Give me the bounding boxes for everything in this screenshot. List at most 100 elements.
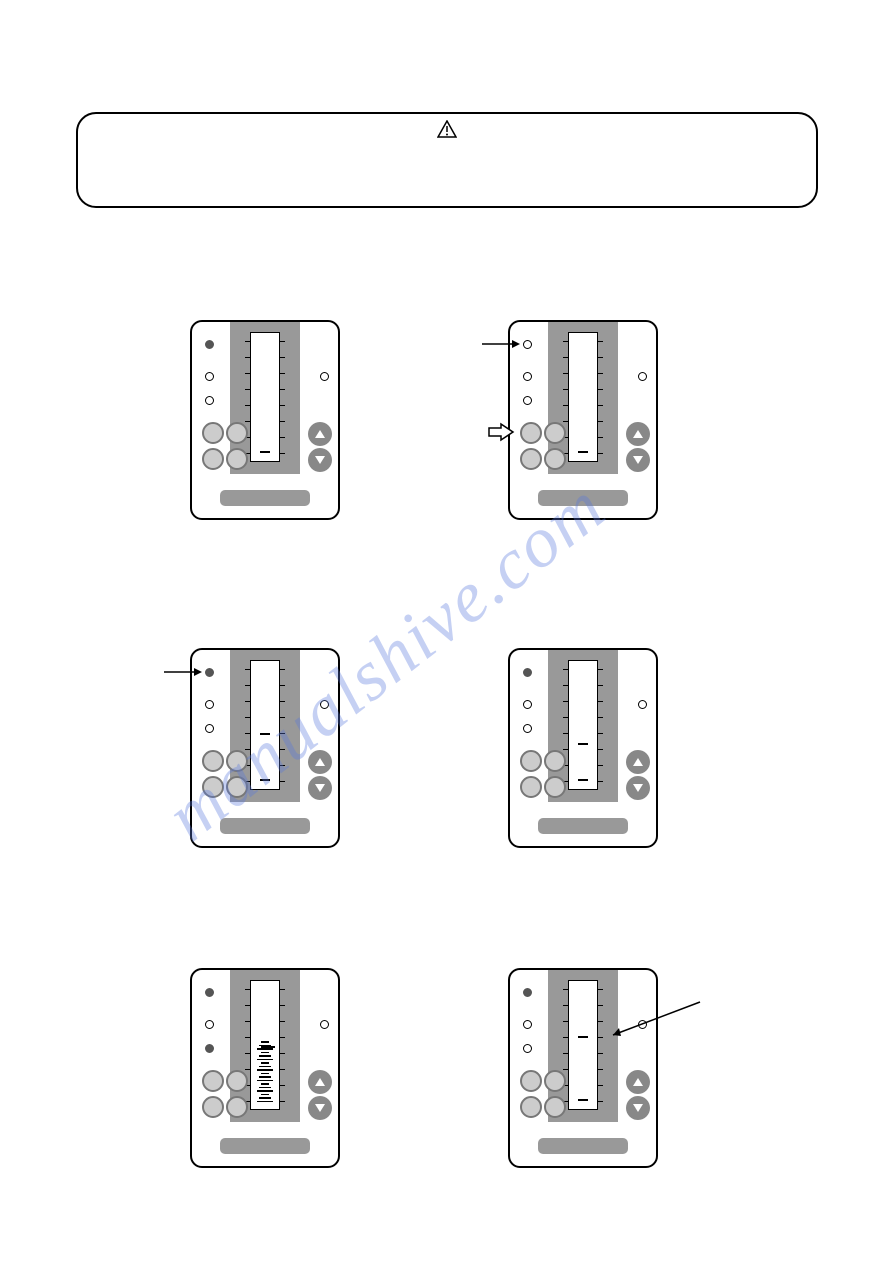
round-button[interactable] — [544, 1070, 566, 1092]
scale-tick — [280, 373, 285, 374]
round-button[interactable] — [226, 448, 248, 470]
level-indicator — [259, 1097, 271, 1099]
level-indicator — [257, 1069, 273, 1071]
scale-tick — [280, 749, 285, 750]
chevron-up-icon — [633, 1078, 643, 1086]
label-plate — [538, 490, 628, 506]
up-button[interactable] — [626, 750, 650, 774]
status-led — [320, 1020, 329, 1029]
round-button[interactable] — [202, 1096, 224, 1118]
status-led — [205, 724, 214, 733]
down-button[interactable] — [626, 776, 650, 800]
up-button[interactable] — [308, 422, 332, 446]
chevron-down-icon — [315, 1104, 325, 1112]
round-button[interactable] — [226, 776, 248, 798]
scale-tick — [563, 373, 568, 374]
round-button[interactable] — [202, 1070, 224, 1092]
level-indicator — [578, 1036, 588, 1038]
display-scale — [250, 660, 280, 790]
label-plate — [220, 490, 310, 506]
scale-tick — [280, 453, 285, 454]
up-button[interactable] — [626, 1070, 650, 1094]
chevron-up-icon — [315, 1078, 325, 1086]
status-led — [523, 340, 532, 349]
chevron-up-icon — [633, 758, 643, 766]
scale-tick — [245, 1037, 250, 1038]
level-indicator — [261, 1046, 275, 1048]
down-button[interactable] — [308, 776, 332, 800]
scale-tick — [598, 1021, 603, 1022]
label-plate — [538, 818, 628, 834]
control-panel-device — [190, 968, 340, 1168]
round-button[interactable] — [226, 1070, 248, 1092]
scale-tick — [245, 669, 250, 670]
round-button[interactable] — [226, 750, 248, 772]
scale-tick — [280, 717, 285, 718]
level-indicator — [261, 1094, 269, 1095]
level-indicator — [260, 451, 270, 453]
scale-tick — [598, 733, 603, 734]
down-button[interactable] — [626, 448, 650, 472]
control-panel-device — [190, 320, 340, 520]
round-button[interactable] — [202, 448, 224, 470]
round-button[interactable] — [226, 422, 248, 444]
scale-tick — [598, 1101, 603, 1102]
round-button[interactable] — [202, 422, 224, 444]
scale-tick — [598, 357, 603, 358]
round-button[interactable] — [520, 750, 542, 772]
scale-tick — [280, 357, 285, 358]
scale-tick — [280, 1053, 285, 1054]
round-button[interactable] — [544, 1096, 566, 1118]
round-button[interactable] — [520, 776, 542, 798]
down-button[interactable] — [308, 448, 332, 472]
status-led — [205, 668, 214, 677]
scale-tick — [245, 701, 250, 702]
scale-tick — [563, 1053, 568, 1054]
scale-tick — [280, 1021, 285, 1022]
status-led — [523, 372, 532, 381]
pointer-arrow-icon — [164, 665, 204, 679]
round-button[interactable] — [520, 422, 542, 444]
scale-tick — [598, 453, 603, 454]
round-button[interactable] — [202, 776, 224, 798]
scale-tick — [563, 749, 568, 750]
up-button[interactable] — [308, 750, 332, 774]
up-button[interactable] — [626, 422, 650, 446]
round-button[interactable] — [520, 1096, 542, 1118]
scale-tick — [598, 405, 603, 406]
level-indicator — [260, 779, 270, 781]
round-button[interactable] — [544, 776, 566, 798]
round-button[interactable] — [544, 422, 566, 444]
scale-tick — [280, 389, 285, 390]
label-plate — [220, 818, 310, 834]
level-indicator — [260, 733, 270, 735]
up-button[interactable] — [308, 1070, 332, 1094]
round-button[interactable] — [544, 448, 566, 470]
round-button[interactable] — [520, 1070, 542, 1092]
scale-tick — [245, 1069, 250, 1070]
round-button[interactable] — [226, 1096, 248, 1118]
scale-tick — [280, 685, 285, 686]
scale-tick — [280, 701, 285, 702]
round-button[interactable] — [202, 750, 224, 772]
scale-tick — [563, 1005, 568, 1006]
scale-tick — [598, 749, 603, 750]
chevron-down-icon — [315, 456, 325, 464]
scale-tick — [598, 1053, 603, 1054]
scale-tick — [598, 1069, 603, 1070]
scale-tick — [280, 781, 285, 782]
down-button[interactable] — [308, 1096, 332, 1120]
status-led — [320, 372, 329, 381]
display-scale — [250, 332, 280, 462]
down-button[interactable] — [626, 1096, 650, 1120]
status-led — [523, 988, 532, 997]
round-button[interactable] — [520, 448, 542, 470]
status-led — [523, 724, 532, 733]
scale-tick — [598, 685, 603, 686]
round-button[interactable] — [544, 750, 566, 772]
status-led — [205, 700, 214, 709]
label-plate — [220, 1138, 310, 1154]
scale-tick — [563, 717, 568, 718]
scale-tick — [245, 389, 250, 390]
scale-tick — [598, 989, 603, 990]
